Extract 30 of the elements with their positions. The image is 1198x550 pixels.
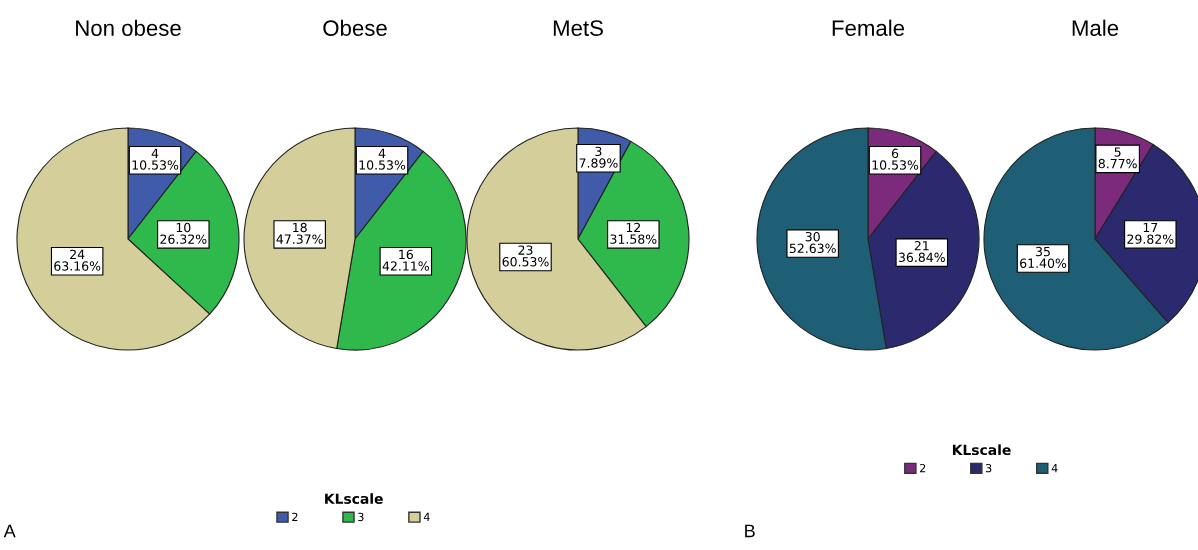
data-label: 35 61.40% xyxy=(1020,246,1067,268)
text: A xyxy=(3,524,16,538)
legend-label: 2 xyxy=(292,512,298,521)
data-label: 12 31.58% xyxy=(610,222,657,244)
legend-label: 4 xyxy=(1051,464,1058,473)
data-label: 3 7.89% xyxy=(579,146,618,168)
data-label: 16 42.11% xyxy=(382,249,429,271)
data-label: 4 10.53% xyxy=(359,148,406,170)
data-label: 4 10.53% xyxy=(132,148,179,170)
data-label: 23 60.53% xyxy=(502,245,549,267)
data-label: 21 36.84% xyxy=(898,240,945,263)
legend-label: 3 xyxy=(986,463,992,473)
legend-label: 2 xyxy=(920,463,926,473)
chart-title: Male xyxy=(1072,19,1119,36)
chart-title: MetS xyxy=(553,20,603,36)
data-label: 5 8.77% xyxy=(1098,147,1137,169)
data-label: 6 10.53% xyxy=(872,148,919,170)
chart-title: Non obese xyxy=(76,19,181,36)
chart-title: Obese xyxy=(323,19,387,36)
chart-title: Female xyxy=(832,19,905,36)
legend-title: KLscale xyxy=(325,493,383,504)
data-label: 18 47.37% xyxy=(276,222,323,244)
legend-label: 3 xyxy=(358,512,364,522)
data-label: 10 26.32% xyxy=(160,222,207,244)
legend-title: KLscale xyxy=(952,444,1011,456)
data-label: 30 52.63% xyxy=(789,231,836,254)
legend-label: 4 xyxy=(423,512,430,521)
data-label: 24 63.16% xyxy=(54,249,101,271)
text: B xyxy=(745,524,755,538)
data-label: 17 29.82% xyxy=(1127,222,1174,244)
